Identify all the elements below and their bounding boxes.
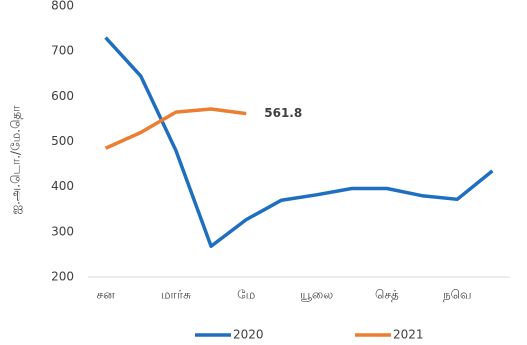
y-tick-label: 800 <box>51 0 74 13</box>
x-tick-label: சன <box>96 288 115 302</box>
series-line <box>104 36 494 249</box>
data-label: 561.8 <box>264 106 302 120</box>
y-tick-label: 300 <box>51 224 74 238</box>
x-tick-label: மே <box>237 288 255 302</box>
y-tick-label: 600 <box>51 89 74 103</box>
x-tick-label: செத் <box>375 288 399 302</box>
y-tick-label: 200 <box>51 270 74 284</box>
y-tick-label: 400 <box>51 179 74 193</box>
x-tick-label: நவெ <box>443 288 472 302</box>
y-tick-label: 700 <box>51 44 74 58</box>
legend-label: 2021 <box>393 328 424 342</box>
legend-label: 2020 <box>233 328 264 342</box>
y-axis-label: ஐ.அ.டொ./மே.தொ <box>9 105 23 215</box>
x-tick-label: மார்சு <box>161 288 191 302</box>
y-tick-label: 500 <box>51 134 74 148</box>
series-line <box>104 107 247 150</box>
x-tick-label: யூலை <box>300 288 333 302</box>
